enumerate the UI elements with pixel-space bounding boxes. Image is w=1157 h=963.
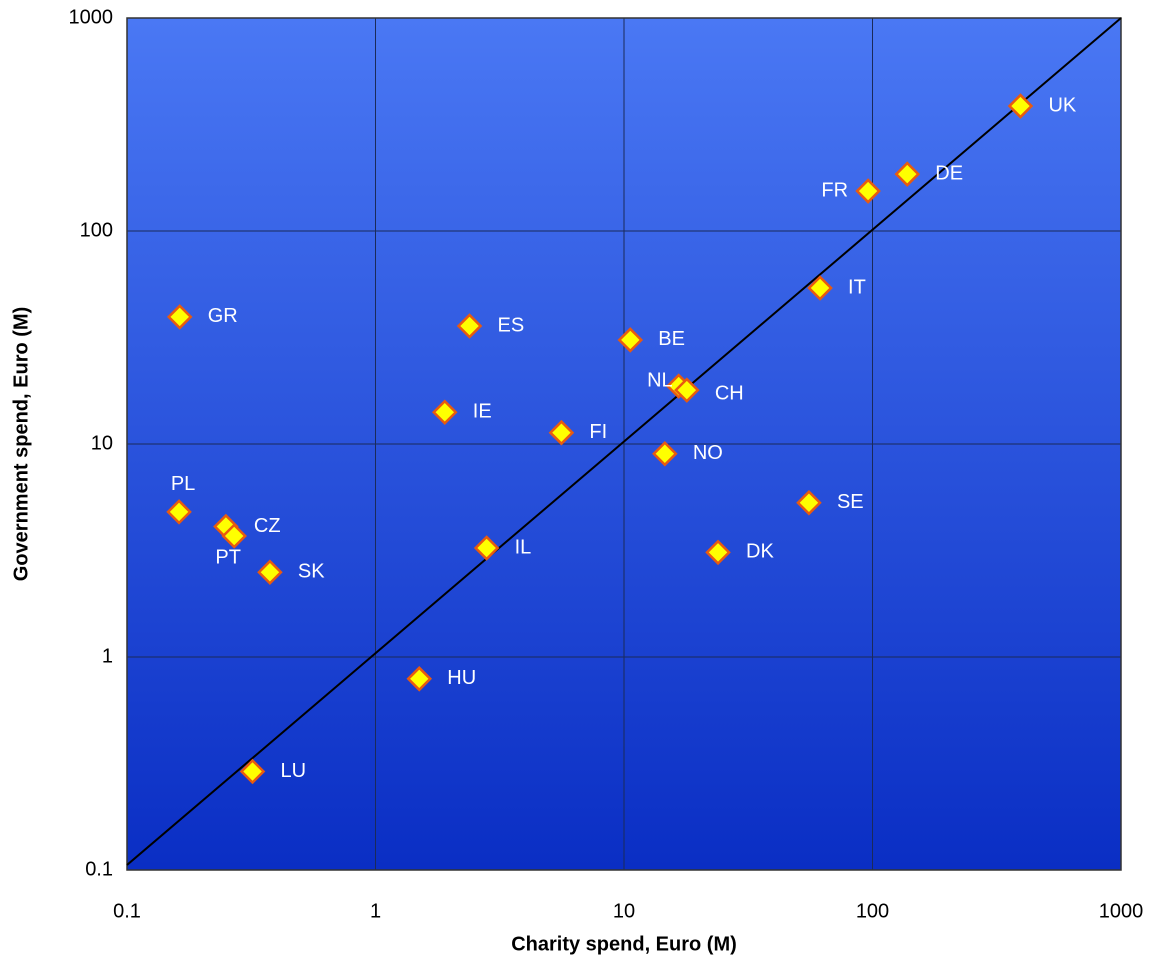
marker — [166, 304, 193, 330]
marker — [855, 178, 881, 204]
y-axis-label: Government spend, Euro (M) — [10, 307, 32, 581]
point-label: NL — [647, 369, 673, 391]
point-label: FI — [589, 421, 607, 443]
plot-border — [126, 17, 1122, 871]
marker — [894, 161, 921, 187]
y-tick-label: 100 — [80, 219, 113, 241]
marker — [796, 489, 822, 516]
point-label: IT — [848, 276, 866, 298]
marker — [674, 377, 700, 403]
marker — [432, 399, 458, 425]
y-tick-label: 0.1 — [85, 858, 113, 880]
point-label: LU — [281, 760, 307, 782]
point-label: IL — [515, 536, 532, 558]
y-tick-label: 1000 — [69, 6, 114, 28]
x-tick-label: 1 — [370, 900, 381, 922]
marker — [705, 539, 731, 566]
point-label: DE — [935, 162, 963, 184]
marker — [807, 275, 833, 301]
y-tick-label: 10 — [91, 432, 113, 454]
marker — [406, 666, 433, 692]
x-axis-label: Charity spend, Euro (M) — [511, 933, 737, 955]
marker — [1007, 93, 1034, 119]
point-label: CH — [715, 382, 744, 404]
x-tick-label: 0.1 — [113, 900, 141, 922]
point-label: ES — [498, 314, 525, 336]
marker — [456, 313, 483, 339]
marker — [239, 758, 266, 785]
reference-line — [126, 17, 1122, 866]
x-tick-label: 100 — [856, 900, 889, 922]
marker — [257, 559, 283, 586]
point-label: GR — [208, 305, 238, 327]
x-tick-label: 1000 — [1099, 900, 1144, 922]
marker — [221, 523, 247, 549]
point-label: SK — [298, 561, 325, 583]
point-label: FR — [821, 179, 848, 201]
marker — [548, 419, 575, 446]
point-label: UK — [1048, 94, 1076, 116]
point-label: CZ — [254, 515, 281, 537]
point-label: PL — [171, 473, 195, 495]
marker — [617, 327, 644, 353]
point-label: BE — [658, 328, 685, 350]
marker — [652, 440, 678, 467]
point-label: PT — [215, 546, 241, 568]
y-tick-label: 1 — [102, 645, 113, 667]
point-label: IE — [473, 400, 492, 422]
marker — [473, 535, 500, 561]
point-label: NO — [693, 442, 723, 464]
point-label: HU — [447, 667, 476, 689]
marker — [166, 499, 192, 525]
point-label: SE — [837, 491, 864, 513]
x-tick-label: 10 — [613, 900, 635, 922]
point-label: DK — [746, 541, 774, 563]
